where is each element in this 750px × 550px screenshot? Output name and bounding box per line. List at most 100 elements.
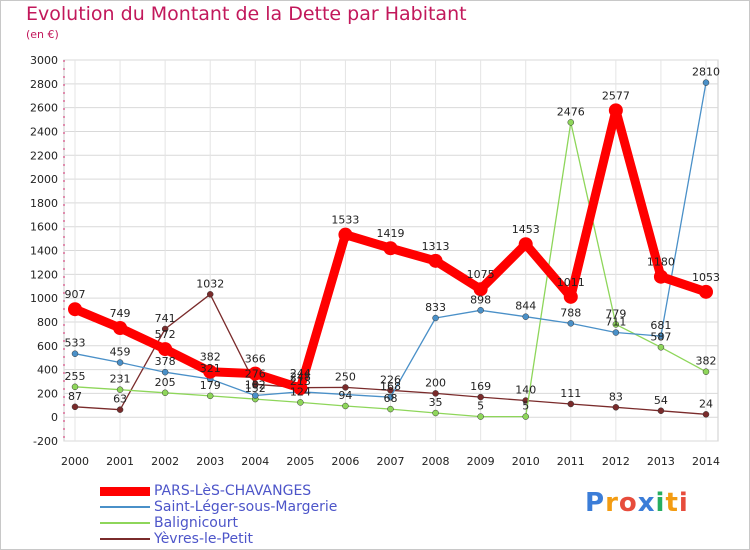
legend-label-series-1: Saint-Léger-sous-Margerie xyxy=(154,499,338,515)
series-point-2 xyxy=(297,399,304,406)
data-label-series-1: 533 xyxy=(65,337,86,350)
data-label-series-3: 248 xyxy=(290,371,311,384)
data-label-series-2: 2476 xyxy=(557,105,585,118)
data-label-series-0: 749 xyxy=(110,307,131,320)
series-point-0 xyxy=(113,321,128,336)
series-point-2 xyxy=(567,119,575,126)
y-tick-label: 2600 xyxy=(30,102,58,115)
series-point-3 xyxy=(567,400,575,408)
data-label-series-2: 231 xyxy=(110,373,131,386)
x-tick-label: 2014 xyxy=(692,455,720,468)
y-tick-label: 1600 xyxy=(30,221,58,234)
series-point-2 xyxy=(116,386,124,393)
data-label-series-2: 5 xyxy=(477,400,484,413)
data-label-series-1: 711 xyxy=(605,316,626,329)
series-point-0 xyxy=(338,227,353,242)
series-point-0 xyxy=(248,366,263,381)
y-tick-label: 1800 xyxy=(30,197,58,210)
series-point-2 xyxy=(71,383,79,391)
data-label-series-2: 152 xyxy=(245,382,266,395)
y-tick-label: 800 xyxy=(37,316,58,329)
series-point-1 xyxy=(702,79,710,86)
x-tick-label: 2001 xyxy=(106,455,134,468)
y-tick-label: 1200 xyxy=(30,268,58,281)
legend-swatch-series-0 xyxy=(100,487,150,496)
x-tick-label: 2010 xyxy=(512,455,540,468)
data-label-series-0: 1453 xyxy=(512,223,540,236)
data-label-series-1: 459 xyxy=(110,346,131,359)
data-label-series-3: 87 xyxy=(68,390,82,403)
series-point-0 xyxy=(293,381,308,396)
series-point-2 xyxy=(387,405,394,413)
data-label-series-2: 5 xyxy=(522,400,529,413)
series-point-3 xyxy=(432,390,439,397)
data-label-series-2: 205 xyxy=(155,376,176,389)
data-label-series-3: 63 xyxy=(113,393,127,406)
data-label-series-3: 276 xyxy=(245,367,266,380)
x-tick-label: 2005 xyxy=(286,455,314,468)
series-point-2 xyxy=(522,413,529,420)
series-point-3 xyxy=(161,325,169,333)
data-label-series-1: 844 xyxy=(515,300,536,313)
x-tick-label: 2013 xyxy=(647,455,675,468)
data-label-series-0: 1011 xyxy=(557,276,585,289)
series-point-1 xyxy=(567,320,575,327)
y-tick-label: 0 xyxy=(51,411,58,424)
data-label-series-3: 54 xyxy=(654,394,668,407)
data-label-series-1: 2810 xyxy=(692,66,720,79)
series-point-1 xyxy=(657,332,665,340)
series-point-1 xyxy=(612,329,620,336)
series-point-2 xyxy=(657,344,665,351)
series-point-0 xyxy=(203,364,218,379)
data-label-series-3: 226 xyxy=(380,373,401,386)
series-point-0 xyxy=(68,302,82,317)
proxiti-logo: Proxiti xyxy=(585,488,689,518)
legend-label-series-0: PARS-LèS-CHAVANGES xyxy=(154,483,312,499)
y-tick-label: 2000 xyxy=(30,173,58,186)
series-point-0 xyxy=(428,253,443,268)
x-tick-label: 2007 xyxy=(377,455,405,468)
legend-label-series-2: Balignicourt xyxy=(154,515,238,531)
data-label-series-0: 907 xyxy=(65,288,86,301)
data-label-series-3: 111 xyxy=(560,387,581,400)
series-point-2 xyxy=(702,368,710,375)
data-label-series-0: 366 xyxy=(245,353,266,366)
series-point-1 xyxy=(116,359,124,366)
x-tick-labels: 2000 2001 2002 2003 2004 2005 2006 2007 2008 2009… xyxy=(61,455,720,468)
x-tick-label: 2008 xyxy=(422,455,450,468)
data-label-series-0: 1180 xyxy=(647,256,675,269)
series-point-1 xyxy=(477,307,484,314)
data-label-series-2: 68 xyxy=(384,392,398,405)
data-label-series-0: 572 xyxy=(155,328,176,341)
legend-swatch-series-2 xyxy=(100,522,150,524)
data-label-series-1: 681 xyxy=(650,319,671,332)
data-label-series-1: 788 xyxy=(560,306,581,319)
data-label-series-3: 200 xyxy=(425,376,446,389)
data-label-series-3: 169 xyxy=(470,380,491,393)
series-point-3 xyxy=(702,411,710,418)
y-tick-label: 2400 xyxy=(30,125,58,138)
series-point-1 xyxy=(71,350,79,357)
data-label-series-2: 382 xyxy=(696,355,717,368)
x-tick-label: 2003 xyxy=(196,455,224,468)
data-label-series-2: 124 xyxy=(290,385,311,398)
series-point-1 xyxy=(161,368,169,376)
y-tick-label: 400 xyxy=(37,364,58,377)
series-point-1 xyxy=(252,392,259,399)
x-tick-label: 2002 xyxy=(151,455,179,468)
series-line-1 xyxy=(74,81,707,398)
data-label-series-1: 833 xyxy=(425,301,446,314)
data-label-series-3: 741 xyxy=(155,312,176,325)
data-label-series-2: 779 xyxy=(605,307,626,320)
data-label-series-0: 1533 xyxy=(331,214,359,227)
series-point-2 xyxy=(342,402,349,410)
series-point-2 xyxy=(161,389,169,397)
series-point-0 xyxy=(563,289,578,304)
chart-title: Evolution du Montant de la Dette par Hab… xyxy=(26,3,467,25)
series-point-2 xyxy=(432,409,439,417)
y-tick-labels: -200 0 200 400 600 800 1000 1200 1400 1600 1800 200… xyxy=(30,54,58,448)
series-point-3 xyxy=(387,387,394,394)
data-label-series-0: 1053 xyxy=(692,271,720,284)
legend-swatch-series-1 xyxy=(100,506,150,508)
